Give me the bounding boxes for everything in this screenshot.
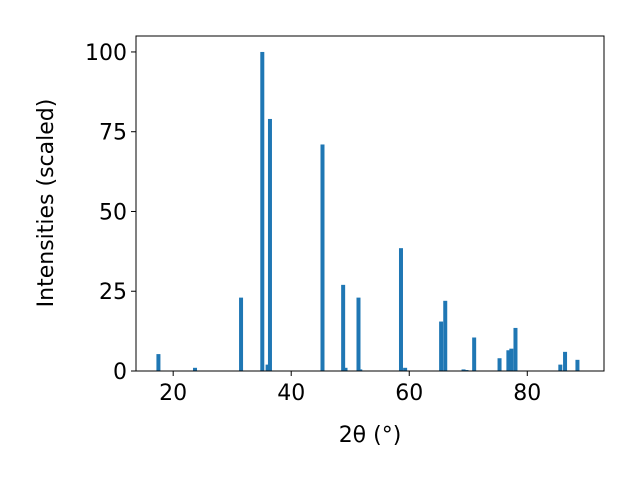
bar xyxy=(341,284,346,371)
bar xyxy=(358,369,363,371)
bar xyxy=(558,364,563,371)
bar xyxy=(398,248,403,371)
y-tick-label: 25 xyxy=(99,280,127,305)
bar xyxy=(239,297,244,371)
y-tick-label: 0 xyxy=(113,360,127,385)
bar xyxy=(472,337,477,371)
bar xyxy=(575,359,580,371)
bar xyxy=(513,327,518,371)
bar xyxy=(343,367,348,371)
plot-frame xyxy=(135,35,605,372)
y-tick-label: 50 xyxy=(99,200,127,225)
bar xyxy=(403,367,408,371)
x-tick-label: 80 xyxy=(513,381,541,406)
x-tick-label: 20 xyxy=(159,381,187,406)
bar xyxy=(443,300,448,371)
y-tick-label: 75 xyxy=(99,121,127,146)
bar xyxy=(461,369,466,371)
bar xyxy=(265,364,270,371)
x-tick-label: 60 xyxy=(395,381,423,406)
bar xyxy=(356,297,361,371)
y-axis-label: Intensities (scaled) xyxy=(34,99,59,308)
bar xyxy=(267,118,272,371)
bar xyxy=(320,144,325,371)
bar xyxy=(260,51,265,371)
bar xyxy=(506,350,511,371)
bar xyxy=(563,351,568,371)
x-tick-label: 40 xyxy=(277,381,305,406)
bar xyxy=(509,348,514,371)
bar xyxy=(497,358,502,371)
bar xyxy=(439,321,444,371)
bar xyxy=(193,367,198,371)
y-tick-label: 100 xyxy=(85,41,127,66)
x-axis-label: 2θ (°) xyxy=(339,423,402,448)
bar xyxy=(156,354,161,371)
